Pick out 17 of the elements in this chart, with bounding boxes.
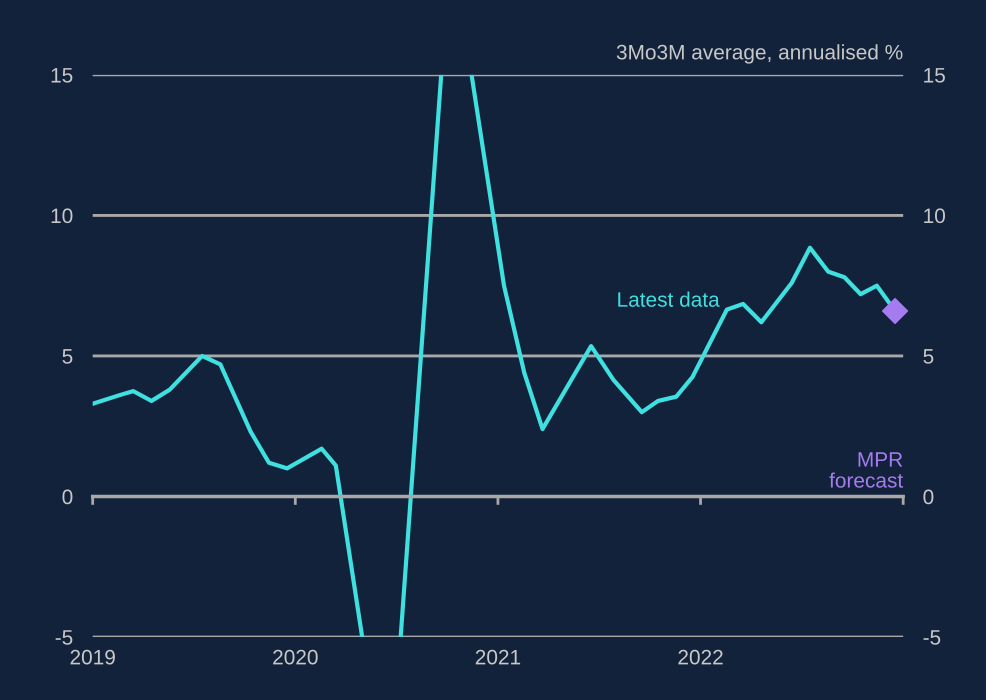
- x-tick-label: 2022: [678, 650, 723, 665]
- y2-tick-label: -5: [924, 630, 940, 645]
- x-tick-label: 2020: [273, 650, 318, 665]
- y-tick-label: -5: [56, 630, 72, 645]
- series-label: Latest data: [618, 292, 720, 307]
- y2-tick-label: 0: [923, 489, 934, 504]
- y-tick-label: 10: [52, 208, 72, 224]
- y2-tick-label: 10: [924, 208, 945, 224]
- text: 3Mo3M average, annualised %: [616, 44, 902, 64]
- text: MPR forecast: [829, 452, 904, 488]
- x-tick-label: 2019: [70, 650, 115, 665]
- y-tick-label: 0: [62, 489, 72, 504]
- y-tick-label: 15: [52, 68, 72, 83]
- y-tick-label: 5: [62, 349, 72, 364]
- y2-tick-label: 15: [924, 68, 945, 83]
- y2-tick-label: 5: [923, 349, 934, 364]
- x-tick-label: 2021: [476, 650, 520, 665]
